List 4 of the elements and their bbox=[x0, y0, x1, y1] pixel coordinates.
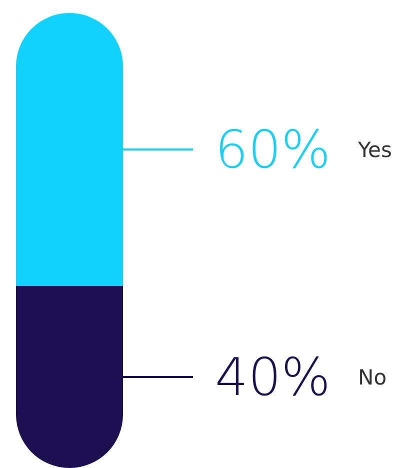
data-label: 60% bbox=[215, 120, 331, 181]
text: Yes bbox=[357, 138, 392, 162]
data-label: 40% bbox=[215, 348, 331, 408]
text: No bbox=[358, 365, 387, 390]
